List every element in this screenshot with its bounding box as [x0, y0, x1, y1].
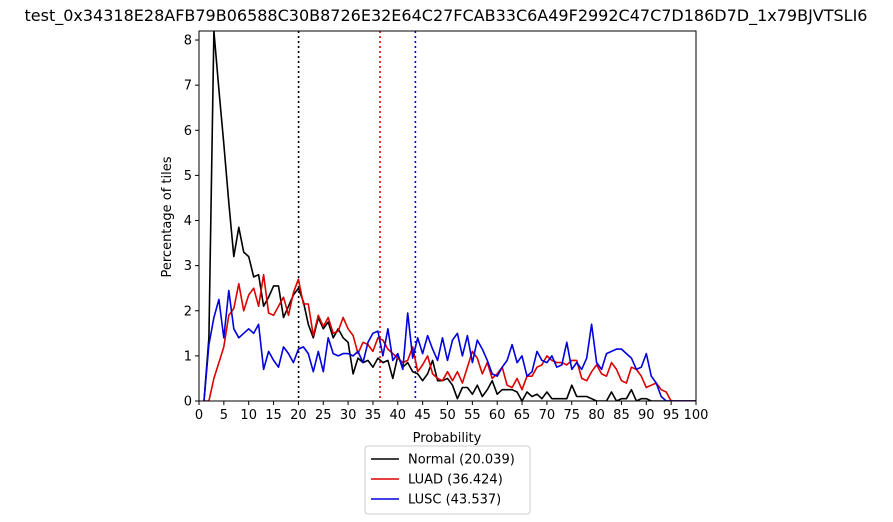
series-line [203, 31, 696, 401]
x-tick-label: 55 [464, 408, 481, 423]
x-tick-label: 0 [195, 408, 203, 423]
x-tick-label: 45 [414, 408, 431, 423]
x-tick-label: 40 [390, 408, 407, 423]
x-axis: 0 5 10 15 20 25 30 35 40 45 50 55 60 65 70 75 80 85 90 95 10… [195, 401, 709, 423]
y-tick-label: 1 [184, 349, 192, 364]
x-tick-label: 50 [439, 408, 456, 423]
x-tick-label: 5 [220, 408, 228, 423]
y-tick-label: 7 [184, 79, 192, 94]
y-tick-label: 2 [184, 304, 192, 319]
x-tick-label: 80 [588, 408, 605, 423]
y-tick-label: 4 [184, 214, 192, 229]
series-line [204, 273, 696, 401]
y-axis: 0 1 2 3 4 5 6 7 8 [184, 34, 199, 410]
y-tick-label: 0 [184, 395, 192, 410]
reference-lines [297, 31, 417, 401]
x-tick-label: 100 [684, 408, 709, 423]
x-tick-label: 65 [514, 408, 531, 423]
legend-label: LUSC (43.537) [408, 493, 501, 508]
y-tick-label: 3 [184, 259, 192, 274]
x-tick-label: 25 [315, 408, 332, 423]
legend: Normal (20.039) LUAD (36.424) LUSC (43.537… [364, 445, 531, 515]
x-tick-label: 15 [265, 408, 282, 423]
x-tick-label: 85 [613, 408, 630, 423]
series-lines [203, 31, 696, 401]
x-tick-label: 10 [240, 408, 257, 423]
legend-box [364, 445, 531, 515]
x-tick-label: 90 [638, 408, 655, 423]
legend-label: LUAD (36.424) [408, 473, 503, 488]
x-tick-label: 20 [290, 408, 307, 423]
series-line [203, 289, 696, 401]
x-tick-label: 35 [365, 408, 382, 423]
y-tick-label: 6 [184, 124, 192, 139]
x-tick-label: 70 [539, 408, 556, 423]
x-tick-label: 60 [489, 408, 506, 423]
x-tick-label: 75 [563, 408, 580, 423]
x-tick-label: 95 [663, 408, 680, 423]
y-tick-label: 8 [184, 34, 192, 49]
x-tick-label: 30 [340, 408, 357, 423]
plot-frame [198, 30, 697, 402]
x-axis-label: Probability [413, 431, 482, 446]
chart-title: test_0x34318E28AFB79B06588C30B8726E32E64… [25, 6, 868, 26]
legend-label: Normal (20.039) [408, 453, 515, 468]
y-axis-label: Percentage of tiles [160, 156, 175, 277]
y-tick-label: 5 [184, 169, 192, 184]
